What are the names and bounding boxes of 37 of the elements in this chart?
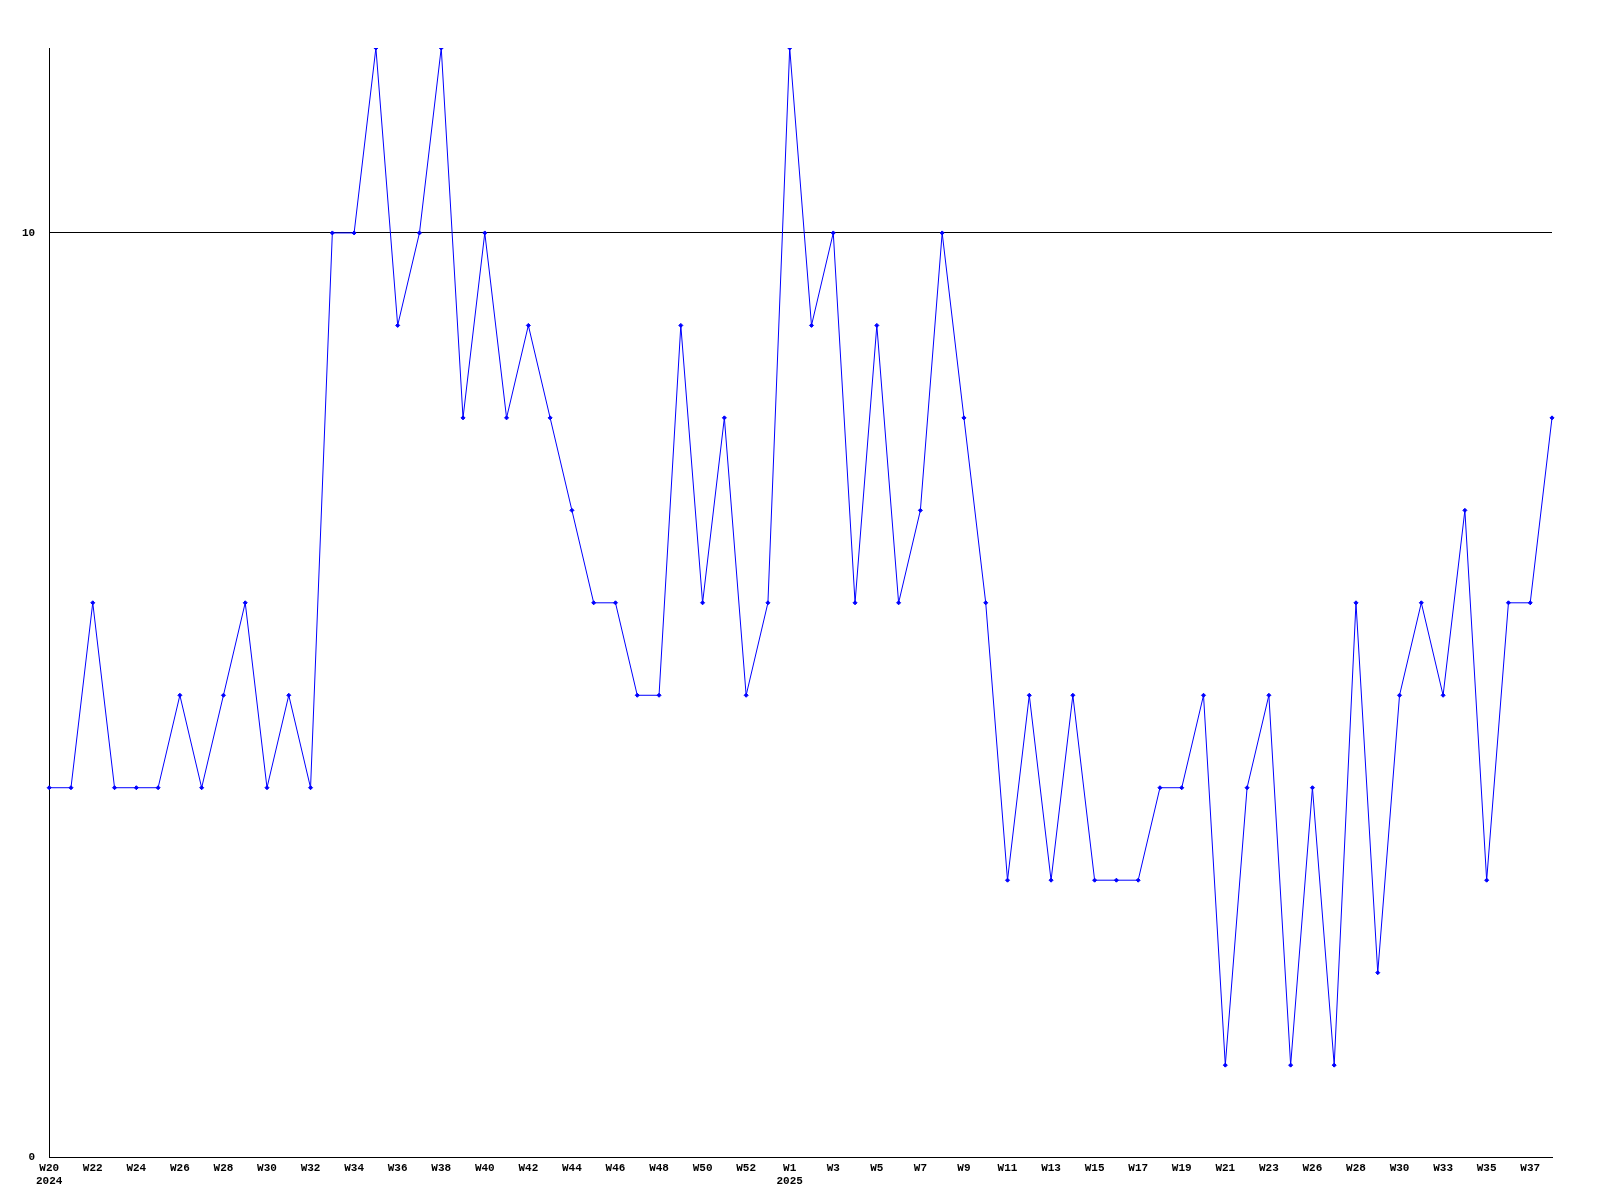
x-tick-label: W33	[1433, 1161, 1454, 1174]
x-tick-label: W26	[169, 1161, 190, 1174]
y-tick-label: 10	[22, 226, 36, 239]
x-tick-label: W7	[913, 1161, 927, 1174]
x-tick-label: W28	[1346, 1161, 1367, 1174]
x-tick-label: W32	[300, 1161, 321, 1174]
x-tick-label: W30	[257, 1161, 277, 1174]
y-tick-label: 0	[28, 1151, 36, 1164]
x-tick-label: W46	[605, 1161, 626, 1174]
x-tick-label: W3	[826, 1161, 841, 1174]
x-tick-label: W13	[1041, 1161, 1062, 1174]
x-tick-label: W5	[870, 1161, 884, 1174]
x-tick-label: W11	[997, 1161, 1018, 1174]
x-tick-label: W44	[562, 1161, 583, 1174]
x-tick-label: W30	[1389, 1161, 1410, 1174]
x-tick-label: W26	[1302, 1161, 1323, 1174]
x-tick-label: W38	[431, 1161, 452, 1174]
x-tick-label: W22	[82, 1161, 103, 1174]
x-tick-label: W34	[344, 1161, 365, 1174]
x-tick-label: W35	[1476, 1161, 1497, 1174]
x-tick-label: W48	[649, 1161, 670, 1174]
x-tick-label: W37	[1520, 1161, 1541, 1174]
x-tick-label: W19	[1171, 1161, 1192, 1174]
x-tick-label: W9	[957, 1161, 971, 1174]
x-tick-label: W36	[387, 1161, 408, 1174]
x-tick-label: W15	[1084, 1161, 1105, 1174]
x-tick-label: W24	[126, 1161, 147, 1174]
x-tick-label: W17	[1128, 1161, 1149, 1174]
x-tick-label: W20 2024	[36, 1161, 63, 1188]
x-tick-label: W1 2025	[776, 1161, 804, 1188]
x-tick-label: W28	[213, 1161, 234, 1174]
x-tick-label: W21	[1215, 1161, 1236, 1174]
x-tick-label: W40	[474, 1161, 495, 1174]
x-tick-label: W50	[692, 1161, 713, 1174]
x-tick-label: W42	[518, 1161, 539, 1174]
x-tick-label: W23	[1258, 1161, 1280, 1174]
x-tick-label: W52	[736, 1161, 757, 1174]
